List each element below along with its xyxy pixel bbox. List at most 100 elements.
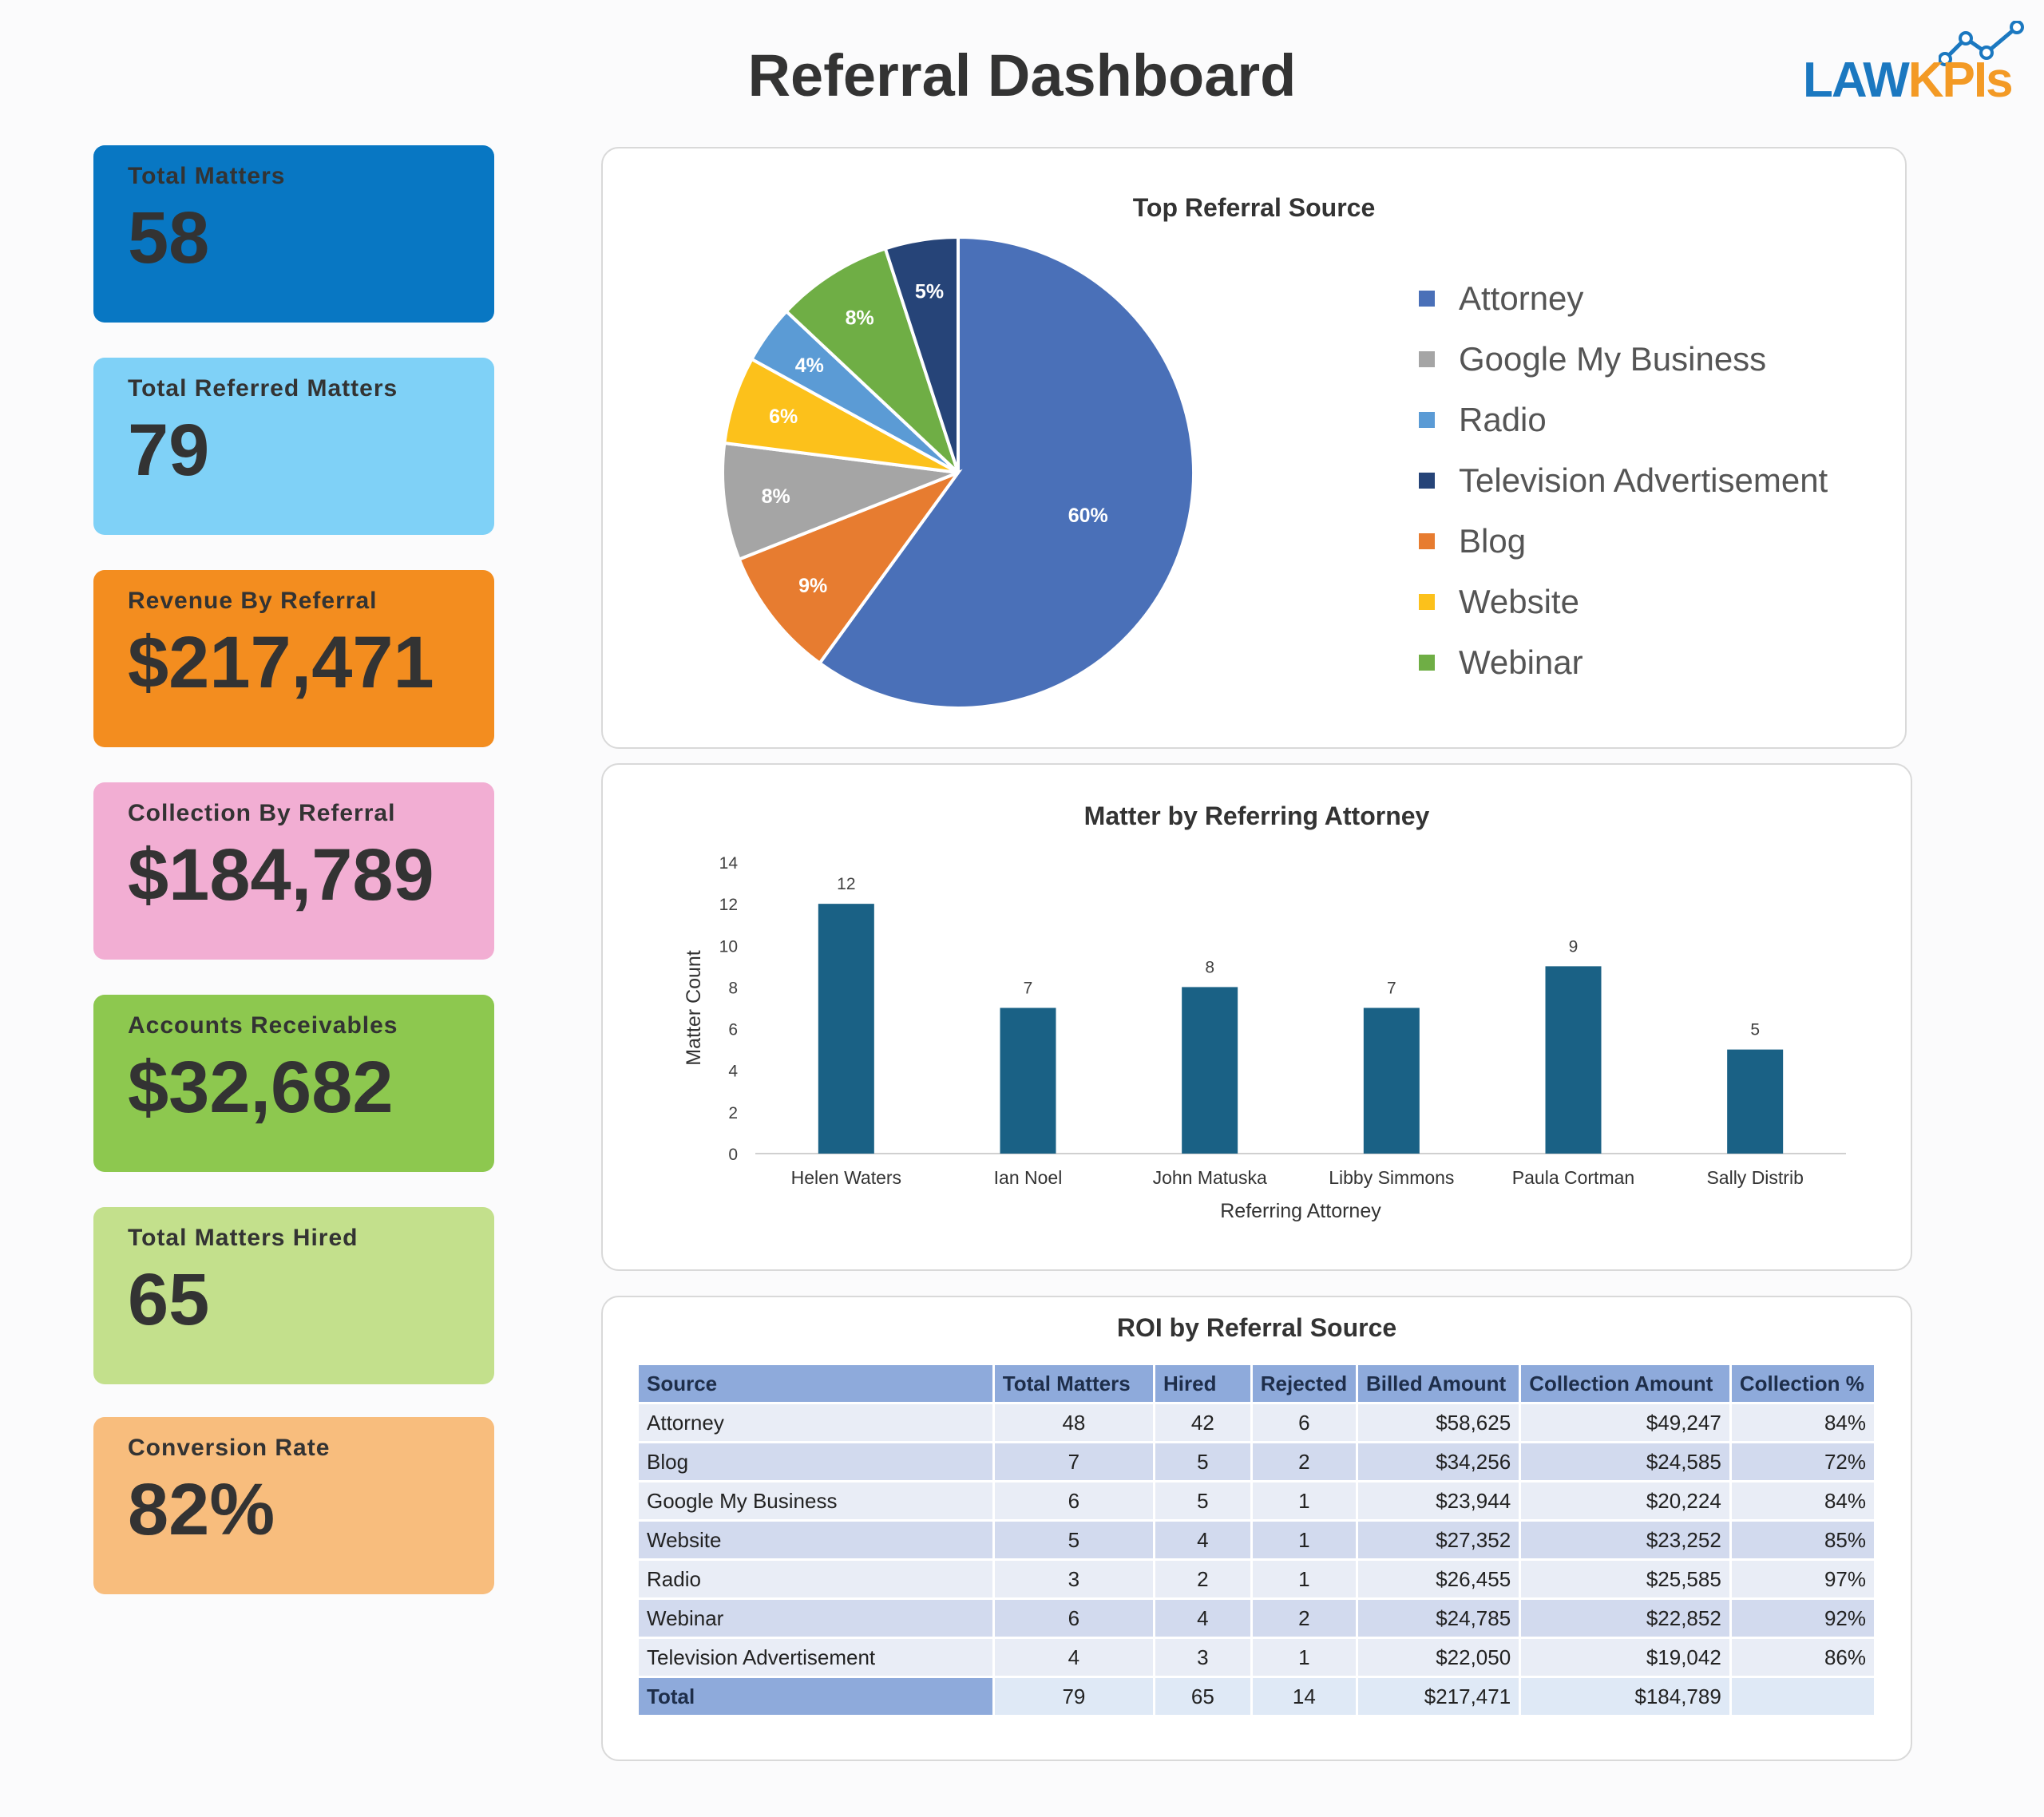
table-cell: Attorney [639, 1404, 992, 1441]
kpi-label: Total Referred Matters [128, 375, 398, 402]
table-cell: 48 [994, 1404, 1154, 1441]
table-cell: 3 [994, 1561, 1154, 1597]
y-tick-label: 4 [728, 1063, 738, 1081]
y-tick-label: 10 [719, 937, 738, 956]
pie-legend: Attorney Google My Business Radio Televi… [1419, 268, 1828, 693]
table-cell: $24,785 [1357, 1600, 1519, 1637]
x-tick-label: Sally Distrib [1706, 1167, 1803, 1188]
bar [1545, 966, 1602, 1154]
roi-table-panel: ROI by Referral Source Source Total Matt… [601, 1296, 1912, 1761]
kpi-value: $217,471 [128, 622, 434, 703]
table-cell: $58,625 [1357, 1404, 1519, 1441]
pie-slice-blog [737, 469, 963, 666]
table-cell: 92% [1731, 1600, 1874, 1637]
table-cell: $22,050 [1357, 1639, 1519, 1676]
table-row: Attorney 48 42 6 $58,625 $49,247 84% [639, 1404, 1874, 1441]
legend-label: Webinar [1459, 643, 1583, 681]
table-cell: 86% [1731, 1639, 1874, 1676]
kpi-value: 79 [128, 410, 210, 491]
table-cell: $25,585 [1521, 1561, 1729, 1597]
bar-chart-panel: Matter by Referring Attorney 0 2 4 6 8 10 12 14… [601, 763, 1912, 1271]
table-cell: $24,585 [1521, 1443, 1729, 1480]
table-cell: 97% [1731, 1561, 1874, 1597]
lawkpis-logo: LAWKPIs [1803, 21, 2026, 109]
legend-swatch [1419, 473, 1435, 489]
pie-slice-google-my-business [721, 441, 959, 562]
kpi-label: Accounts Receivables [128, 1012, 398, 1039]
pie-chart-title: Top Referral Source [1132, 193, 1376, 222]
legend-label: Blog [1459, 522, 1527, 560]
bar [1727, 1049, 1784, 1154]
kpi-label: Collection By Referral [128, 800, 396, 826]
legend-label: Google My Business [1459, 340, 1767, 378]
table-cell: $19,042 [1521, 1639, 1729, 1676]
table-cell: $184,789 [1521, 1678, 1729, 1715]
x-axis-title: Referring Attorney [1220, 1200, 1381, 1222]
pie-data-label: 60% [1068, 505, 1108, 527]
pie-data-label: 8% [762, 485, 790, 508]
trend-line-icon [1939, 21, 2024, 66]
table-cell: 84% [1731, 1482, 1874, 1519]
table-cell: 1 [1252, 1522, 1356, 1558]
bar-data-label: 7 [1387, 980, 1396, 998]
table-cell: 79 [994, 1678, 1154, 1715]
legend-label: Radio [1459, 401, 1547, 438]
roi-table: Source Total Matters Hired Rejected Bill… [636, 1363, 1876, 1717]
bar-chart: 0 2 4 6 8 10 12 14 12 Helen Waters 7 Ian Noel 8 John … [683, 854, 1846, 1222]
legend-item: Radio [1419, 390, 1828, 450]
y-tick-label: 2 [728, 1104, 738, 1122]
column-header: Source [639, 1365, 992, 1402]
bar-data-label: 9 [1569, 937, 1579, 956]
kpi-card-collection-by-referral: Collection By Referral $184,789 [93, 782, 494, 960]
legend-swatch [1419, 291, 1435, 307]
table-cell: 4 [994, 1639, 1154, 1676]
table-cell: 7 [994, 1443, 1154, 1480]
pie-data-label: 5% [915, 281, 944, 303]
y-tick-label: 12 [719, 896, 738, 914]
pie-chart: 60% 9% 8% 6% 4% 8% 5% [721, 235, 1195, 710]
table-cell: 4 [1155, 1522, 1250, 1558]
pie-slice-webinar [784, 246, 960, 474]
table-cell: $22,852 [1521, 1600, 1729, 1637]
table-cell: Webinar [639, 1600, 992, 1637]
x-tick-label: Ian Noel [994, 1167, 1063, 1188]
roi-table-title: ROI by Referral Source [1116, 1313, 1397, 1342]
table-header-row: Source Total Matters Hired Rejected Bill… [639, 1365, 1874, 1402]
table-cell: $26,455 [1357, 1561, 1519, 1597]
y-axis-title: Matter Count [683, 950, 705, 1066]
legend-label: Website [1459, 583, 1579, 620]
table-cell: $49,247 [1521, 1404, 1729, 1441]
kpi-value: $184,789 [128, 834, 434, 916]
column-header: Collection Amount [1521, 1365, 1729, 1402]
legend-item: Website [1419, 572, 1828, 632]
bar [1363, 1007, 1420, 1154]
table-cell: Google My Business [639, 1482, 992, 1519]
kpi-label: Revenue By Referral [128, 588, 378, 614]
kpi-label: Total Matters Hired [128, 1225, 358, 1251]
table-cell: 2 [1155, 1561, 1250, 1597]
table-cell: 85% [1731, 1522, 1874, 1558]
table-cell [1731, 1678, 1874, 1715]
kpi-card-conversion-rate: Conversion Rate 82% [93, 1417, 494, 1594]
legend-swatch [1419, 594, 1435, 610]
table-cell: 14 [1252, 1678, 1356, 1715]
table-cell: 1 [1252, 1482, 1356, 1519]
bar [1182, 987, 1238, 1154]
table-cell: 6 [1252, 1404, 1356, 1441]
pie-data-label: 8% [846, 307, 874, 330]
bar-data-label: 12 [837, 875, 855, 893]
table-cell: $27,352 [1357, 1522, 1519, 1558]
kpi-card-revenue-by-referral: Revenue By Referral $217,471 [93, 570, 494, 747]
kpi-card-total-referred-matters: Total Referred Matters 79 [93, 358, 494, 535]
legend-swatch [1419, 533, 1435, 549]
column-header: Rejected [1252, 1365, 1356, 1402]
legend-item: Blog [1419, 511, 1828, 572]
table-cell: Radio [639, 1561, 992, 1597]
bar-data-label: 8 [1205, 958, 1214, 976]
table-cell: 3 [1155, 1639, 1250, 1676]
table-cell: 65 [1155, 1678, 1250, 1715]
kpi-value: 65 [128, 1259, 210, 1340]
table-cell: $23,944 [1357, 1482, 1519, 1519]
table-cell: $20,224 [1521, 1482, 1729, 1519]
x-tick-label: Paula Cortman [1512, 1167, 1634, 1188]
